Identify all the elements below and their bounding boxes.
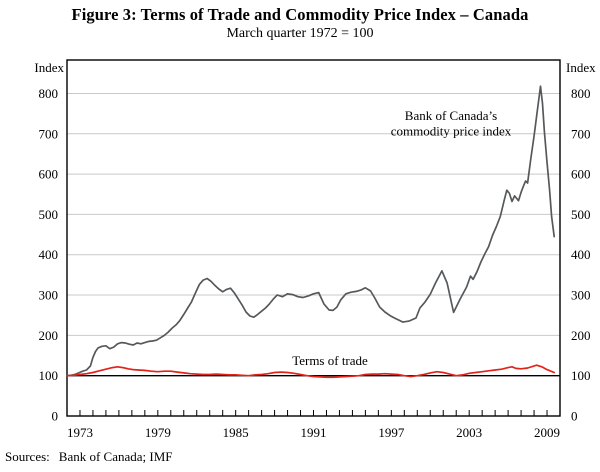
y-tick-label-right: 500 bbox=[571, 207, 591, 222]
annotation-terms-of-trade: Terms of trade bbox=[292, 353, 368, 368]
y-tick-label-left: 0 bbox=[52, 409, 59, 424]
y-tick-label-right: 600 bbox=[571, 167, 591, 182]
x-tick-label: 1985 bbox=[223, 425, 249, 440]
sources-label: Sources: bbox=[5, 449, 50, 464]
y-tick-label-left: 700 bbox=[39, 126, 59, 141]
x-tick-label: 1979 bbox=[145, 425, 171, 440]
figure-title: Figure 3: Terms of Trade and Commodity P… bbox=[71, 5, 529, 24]
y-tick-label-right: 700 bbox=[571, 126, 591, 141]
x-tick-label: 2003 bbox=[456, 425, 482, 440]
y-tick-label-left: 500 bbox=[39, 207, 59, 222]
y-tick-label-right: 300 bbox=[571, 288, 591, 303]
x-tick-label: 1991 bbox=[301, 425, 327, 440]
figure-subtitle: March quarter 1972 = 100 bbox=[226, 26, 374, 41]
series-line-terms-of-trade bbox=[66, 364, 556, 379]
y-tick-label-left: 100 bbox=[39, 368, 59, 383]
y-tick-label-left: 800 bbox=[39, 86, 59, 101]
y-tick-label-right: 200 bbox=[571, 328, 591, 343]
x-tick-label: 1997 bbox=[378, 425, 405, 440]
y-tick-label-left: 600 bbox=[39, 167, 59, 182]
x-tick-label: 1973 bbox=[67, 425, 93, 440]
y-tick-label-right: 800 bbox=[571, 86, 591, 101]
series-line-commodity-price-index bbox=[66, 85, 556, 377]
y-tick-label-right: 100 bbox=[571, 368, 591, 383]
y-tick-label-right: 0 bbox=[571, 409, 578, 424]
sources-line: Sources: Bank of Canada; IMF bbox=[5, 449, 173, 465]
x-tick-label: 2009 bbox=[534, 425, 560, 440]
y-tick-label-left: 300 bbox=[39, 288, 59, 303]
y-axis-unit-left: Index bbox=[34, 60, 64, 75]
line-chart: 0 0 100 100 200 200 300 300 400 400 500 500 600 600 70… bbox=[34, 59, 596, 440]
y-tick-label-left: 400 bbox=[39, 247, 59, 262]
y-tick-label-left: 200 bbox=[39, 328, 59, 343]
y-tick-label-right: 400 bbox=[571, 247, 591, 262]
annotation-commodity: Bank of Canada’s commodity price index bbox=[391, 108, 512, 139]
y-axis-unit-right: Index bbox=[566, 60, 596, 75]
sources-value: Bank of Canada; IMF bbox=[58, 449, 173, 464]
